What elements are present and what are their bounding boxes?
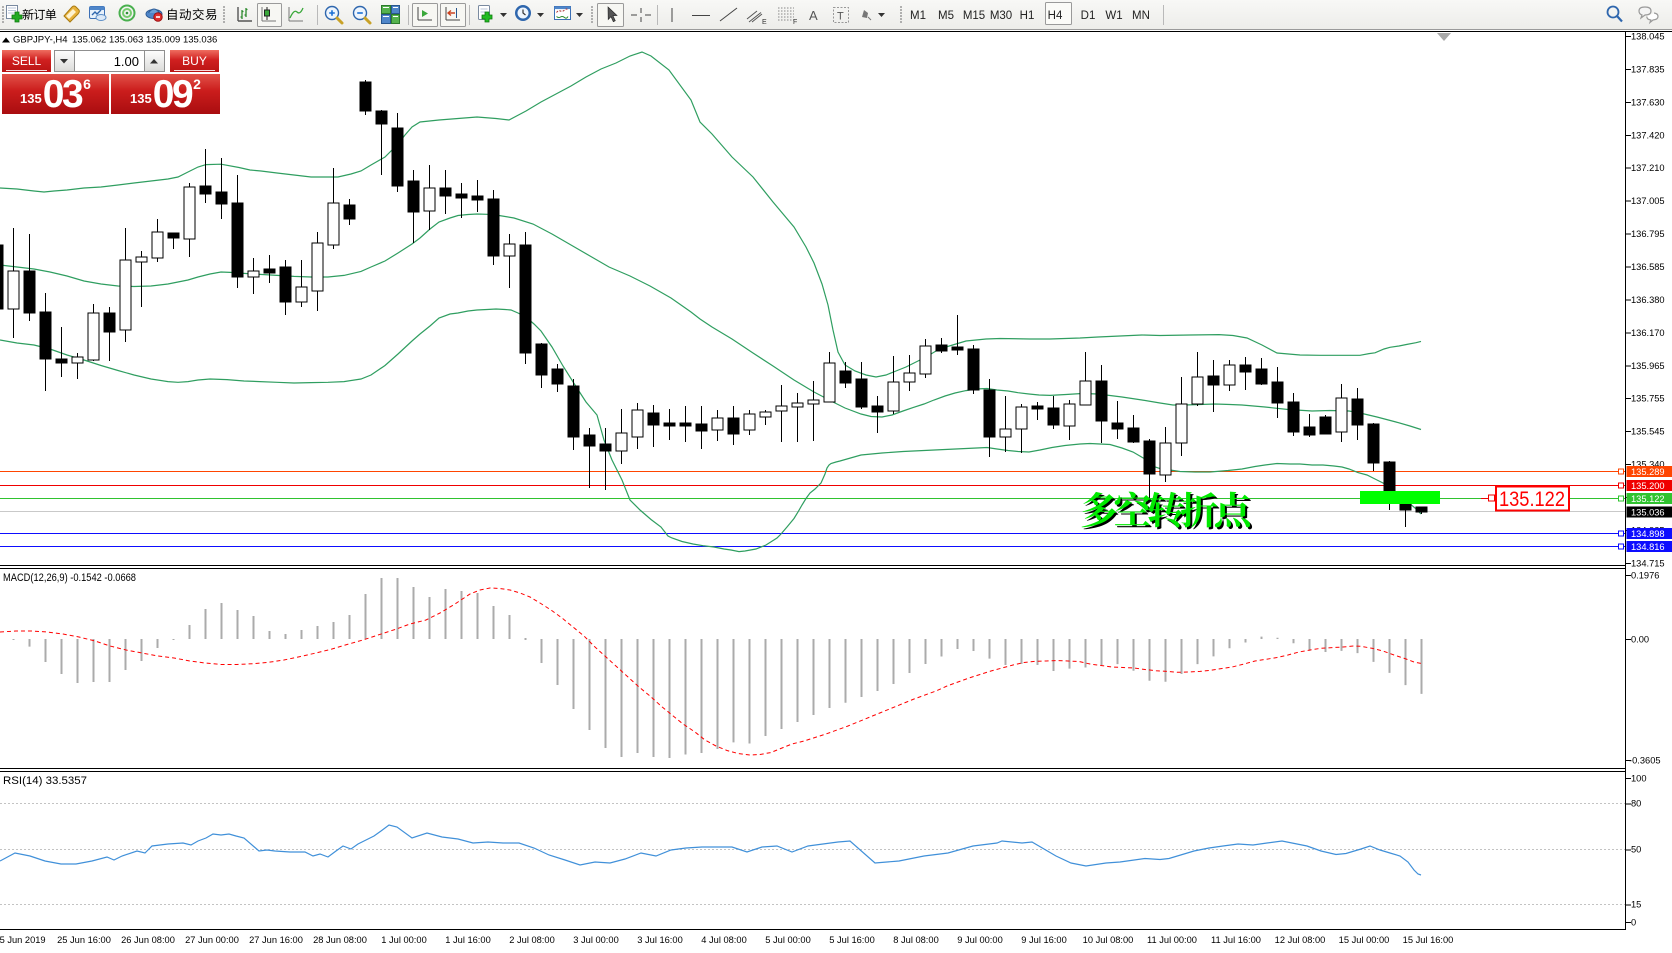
svg-text:25 Jun 16:00: 25 Jun 16:00 (57, 935, 111, 945)
svg-text:2 Jul 08:00: 2 Jul 08:00 (509, 935, 555, 945)
svg-text:M5: M5 (938, 10, 954, 22)
svg-text:-0.3605: -0.3605 (1629, 756, 1661, 766)
svg-text:26 Jun 08:00: 26 Jun 08:00 (121, 935, 175, 945)
svg-text:27 Jun 00:00: 27 Jun 00:00 (185, 935, 239, 945)
svg-text:137.420: 137.420 (1631, 130, 1665, 140)
svg-text:D1: D1 (1081, 10, 1096, 22)
svg-text:4 Jul 08:00: 4 Jul 08:00 (701, 935, 747, 945)
svg-text:135.965: 135.965 (1631, 361, 1665, 371)
svg-text:134.898: 134.898 (1631, 529, 1665, 539)
svg-text:138.045: 138.045 (1631, 32, 1665, 42)
svg-text:A: A (809, 8, 818, 23)
svg-text:25 Jun 2019: 25 Jun 2019 (0, 935, 46, 945)
svg-text:27 Jun 16:00: 27 Jun 16:00 (249, 935, 303, 945)
svg-text:135.200: 135.200 (1631, 481, 1665, 491)
svg-text:135.062 135.063 135.009 135.03: 135.062 135.063 135.009 135.036 (72, 35, 217, 46)
svg-text:135.122: 135.122 (1631, 494, 1665, 504)
svg-text:H1: H1 (1020, 10, 1035, 22)
svg-text:1 Jul 00:00: 1 Jul 00:00 (381, 935, 427, 945)
svg-text:M30: M30 (990, 10, 1012, 22)
svg-text:135.340: 135.340 (1631, 460, 1665, 470)
svg-text:RSI(14) 33.5357: RSI(14) 33.5357 (3, 775, 87, 787)
svg-text:E: E (762, 19, 767, 26)
svg-text:137.630: 137.630 (1631, 97, 1665, 107)
svg-text:0.00: 0.00 (1631, 635, 1649, 645)
svg-text:100: 100 (1631, 774, 1647, 784)
svg-text:50: 50 (1631, 845, 1641, 855)
svg-text:T: T (837, 11, 844, 23)
svg-text:28 Jun 08:00: 28 Jun 08:00 (313, 935, 367, 945)
svg-text:10 Jul 08:00: 10 Jul 08:00 (1083, 935, 1134, 945)
svg-text:M1: M1 (910, 10, 926, 22)
svg-text:M15: M15 (963, 10, 985, 22)
svg-text:135.545: 135.545 (1631, 427, 1665, 437)
svg-text:GBPJPY-,H4: GBPJPY-,H4 (13, 35, 68, 46)
svg-text:0.1976: 0.1976 (1631, 571, 1659, 581)
svg-text:80: 80 (1631, 799, 1641, 809)
svg-text:3 Jul 00:00: 3 Jul 00:00 (573, 935, 619, 945)
svg-text:MN: MN (1132, 10, 1150, 22)
svg-text:135.036: 135.036 (1631, 508, 1665, 518)
svg-text:135.122: 135.122 (1499, 488, 1565, 511)
svg-text:0: 0 (1631, 918, 1636, 928)
svg-text:134.816: 134.816 (1631, 542, 1665, 552)
svg-text:136.795: 136.795 (1631, 229, 1665, 239)
svg-text:3 Jul 16:00: 3 Jul 16:00 (637, 935, 683, 945)
svg-text:135.755: 135.755 (1631, 394, 1665, 404)
svg-text:11 Jul 00:00: 11 Jul 00:00 (1147, 935, 1197, 945)
svg-text:1 Jul 16:00: 1 Jul 16:00 (445, 935, 491, 945)
svg-text:15 Jul 00:00: 15 Jul 00:00 (1339, 935, 1390, 945)
svg-text:15 Jul 16:00: 15 Jul 16:00 (1403, 935, 1454, 945)
svg-text:8 Jul 08:00: 8 Jul 08:00 (893, 935, 939, 945)
svg-text:F: F (793, 19, 797, 26)
svg-text:136.170: 136.170 (1631, 328, 1665, 338)
svg-text:137.210: 137.210 (1631, 163, 1665, 173)
svg-text:135.289: 135.289 (1631, 467, 1665, 477)
svg-text:5 Jul 16:00: 5 Jul 16:00 (829, 935, 875, 945)
svg-text:9 Jul 00:00: 9 Jul 00:00 (957, 935, 1003, 945)
svg-text:11 Jul 16:00: 11 Jul 16:00 (1211, 935, 1261, 945)
svg-text:136.380: 136.380 (1631, 295, 1665, 305)
svg-text:137.005: 137.005 (1631, 196, 1665, 206)
svg-text:15: 15 (1631, 900, 1641, 910)
svg-text:9 Jul 16:00: 9 Jul 16:00 (1021, 935, 1067, 945)
svg-text:MACD(12,26,9) -0.1542 -0.0668: MACD(12,26,9) -0.1542 -0.0668 (3, 572, 136, 584)
svg-text:134.715: 134.715 (1631, 558, 1665, 568)
svg-text:W1: W1 (1105, 10, 1122, 22)
svg-text:5 Jul 00:00: 5 Jul 00:00 (765, 935, 811, 945)
svg-text:137.835: 137.835 (1631, 64, 1665, 74)
svg-text:136.585: 136.585 (1631, 262, 1665, 272)
svg-text:12 Jul 08:00: 12 Jul 08:00 (1275, 935, 1326, 945)
svg-text:H4: H4 (1048, 10, 1063, 22)
